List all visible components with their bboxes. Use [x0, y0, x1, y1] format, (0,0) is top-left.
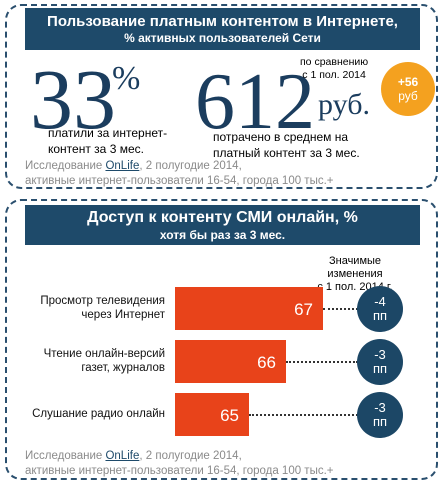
subtitle: % активных пользователей Сети — [124, 31, 321, 45]
value-label: 67 — [294, 300, 313, 319]
change-badge: -4 пп — [357, 286, 403, 332]
value-label: 65 — [220, 406, 239, 425]
title: Пользование платным контентом в Интернет… — [47, 13, 398, 30]
comparison-badge: +56 руб — [381, 62, 435, 116]
top-header: Пользование платным контентом в Интернет… — [25, 8, 420, 50]
change-unit: пп — [372, 414, 388, 429]
change-unit: пп — [372, 308, 388, 323]
stat-unit: руб. — [318, 88, 370, 121]
chart-subtitle: хотя бы раз за 3 мес. — [159, 228, 286, 242]
change-value: -3 — [374, 400, 386, 415]
bar — [175, 287, 323, 330]
category-label: Просмотр телевидения через Интернет — [40, 295, 165, 321]
top-panel — [5, 4, 438, 189]
chart-title: Доступ к контенту СМИ онлайн, % — [87, 209, 358, 226]
value-label: 66 — [257, 353, 276, 372]
connector — [249, 414, 358, 416]
stat-unit: % — [112, 60, 141, 97]
stat-value: 612 — [195, 58, 315, 146]
change-value: -4 — [374, 294, 386, 309]
category-label: Чтение онлайн-версий газет, журналов — [43, 348, 165, 374]
stat-value: 33 — [30, 51, 116, 147]
stat-text: потрачено в среднем на платный контент з… — [213, 130, 360, 160]
source-text: Исследование — [25, 450, 106, 462]
comparison-label: по сравнению с 1 пол. 2014 — [300, 56, 369, 81]
source: Исследование OnLife, 2 полугодие 2014, а… — [25, 159, 425, 189]
connector — [286, 361, 358, 363]
source-link: OnLife — [105, 160, 140, 172]
source-link: OnLife — [105, 450, 140, 462]
change-badge: -3 пп — [357, 392, 403, 438]
change-value: -3 — [374, 347, 386, 362]
bar — [175, 340, 286, 383]
source: Исследование OnLife, 2 полугодие 2014, а… — [25, 449, 425, 479]
source-text: , 2 полугодие 2014, активные интернет-по… — [25, 450, 334, 477]
category-label: Слушание радио онлайн — [32, 408, 165, 420]
change-badge: -3 пп — [357, 339, 403, 385]
stat-text: платили за интернет- контент за 3 мес. — [48, 126, 168, 156]
change-unit: пп — [372, 361, 388, 376]
chart-panel — [5, 199, 438, 480]
comparison-value: +56 — [397, 75, 419, 89]
bar — [175, 393, 249, 436]
connector — [323, 308, 358, 310]
comparison-unit: руб — [398, 89, 418, 103]
source-text: , 2 полугодие 2014, активные интернет-по… — [25, 160, 334, 187]
chart-header: Доступ к контенту СМИ онлайн, % хотя бы … — [25, 205, 420, 245]
source-text: Исследование — [25, 160, 106, 172]
